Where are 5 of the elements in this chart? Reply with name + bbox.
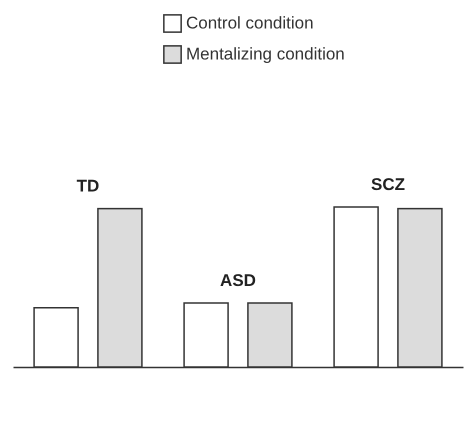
legend-label: Control condition [186, 14, 314, 32]
legend-label: Mentalizing condition [186, 44, 345, 64]
x-tick-label: SCZ [371, 175, 405, 194]
x-tick-label: TD [76, 176, 100, 196]
x-tick-label: ASD [220, 271, 256, 290]
